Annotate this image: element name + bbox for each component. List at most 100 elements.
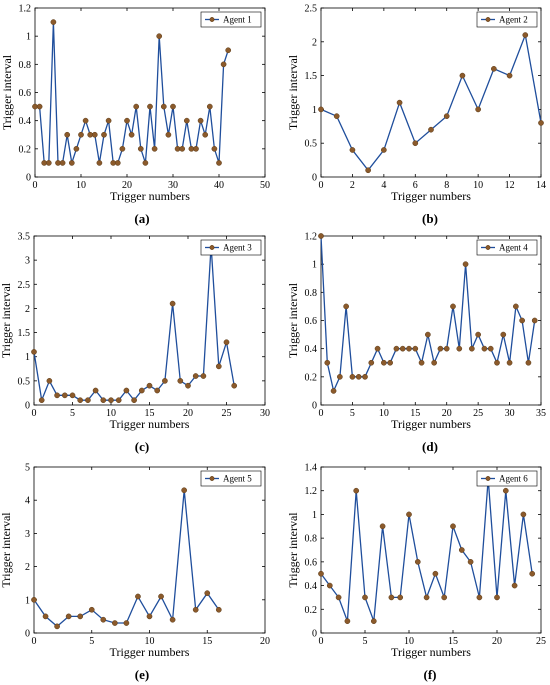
data-point xyxy=(324,359,331,366)
data-point xyxy=(318,233,324,239)
data-point xyxy=(481,345,488,352)
legend-label: Agent 2 xyxy=(499,15,528,25)
legend-label: Agent 5 xyxy=(223,474,252,484)
y-tick-label: 0 xyxy=(312,401,317,412)
legend-label: Agent 1 xyxy=(223,15,252,25)
data-point xyxy=(105,117,112,124)
y-axis-label: Trigger interval xyxy=(286,282,300,358)
y-tick-label: 3 xyxy=(25,529,30,540)
data-point xyxy=(428,126,434,133)
legend: Agent 6 xyxy=(476,470,538,487)
data-point xyxy=(231,382,238,389)
y-tick-label: 0.2 xyxy=(305,372,318,383)
data-point xyxy=(450,303,456,310)
x-tick-label: 10 xyxy=(76,180,86,191)
data-point xyxy=(529,570,536,577)
x-tick-label: 6 xyxy=(413,180,418,191)
legend-box xyxy=(200,11,262,28)
data-point xyxy=(128,131,135,138)
data-point xyxy=(197,117,204,124)
x-tick-label: 30 xyxy=(260,408,270,419)
data-point xyxy=(443,113,450,120)
data-point xyxy=(215,606,222,613)
x-tick-label: 5 xyxy=(350,408,355,419)
data-point xyxy=(114,160,121,166)
data-point xyxy=(73,145,80,152)
data-point xyxy=(169,300,176,307)
y-tick-label: 2.5 xyxy=(18,280,31,291)
x-tick-label: 10 xyxy=(106,408,116,419)
data-point xyxy=(162,378,168,384)
y-tick-label: 0 xyxy=(25,629,30,640)
x-tick-label: 4 xyxy=(381,180,386,191)
y-tick-label: 0.6 xyxy=(305,557,318,568)
y-tick-label: 0.4 xyxy=(305,344,318,355)
data-point xyxy=(335,594,342,601)
x-tick-label: 20 xyxy=(183,408,193,419)
data-point xyxy=(69,392,76,399)
data-point xyxy=(522,32,529,38)
y-tick-label: 1 xyxy=(25,352,30,363)
y-tick-label: 0 xyxy=(26,173,31,184)
data-point xyxy=(77,613,84,620)
data-point xyxy=(156,33,163,40)
y-tick-label: 0.5 xyxy=(18,376,31,387)
data-point xyxy=(123,620,130,626)
x-tick-label: 2 xyxy=(350,180,355,191)
x-tick-label: 25 xyxy=(536,636,546,647)
data-point xyxy=(88,606,95,613)
data-point xyxy=(412,140,419,147)
legend-box xyxy=(476,470,538,487)
data-point xyxy=(513,303,519,310)
data-point xyxy=(137,145,144,152)
x-axis-label: Trigger numbers xyxy=(110,417,190,431)
y-tick-label: 0.2 xyxy=(19,144,32,155)
x-tick-label: 0 xyxy=(319,180,324,191)
y-tick-label: 0.2 xyxy=(305,605,318,616)
data-point xyxy=(502,487,509,494)
data-point xyxy=(158,593,164,600)
data-point xyxy=(38,397,45,404)
legend-marker-swatch xyxy=(209,17,215,22)
legend-marker-swatch xyxy=(209,476,215,481)
x-tick-label: 8 xyxy=(444,180,449,191)
x-tick-label: 25 xyxy=(222,408,232,419)
y-axis-label: Trigger interval xyxy=(286,512,300,588)
legend-marker-swatch xyxy=(485,17,491,22)
data-point xyxy=(202,131,209,138)
data-point xyxy=(206,103,213,110)
x-tick-label: 0 xyxy=(32,408,37,419)
data-point xyxy=(476,594,483,601)
data-point xyxy=(368,359,375,366)
data-point xyxy=(418,359,425,366)
data-point xyxy=(406,345,412,352)
data-point xyxy=(31,349,37,355)
data-point xyxy=(520,511,527,518)
data-point xyxy=(467,559,474,565)
y-tick-label: 0.8 xyxy=(305,534,318,545)
data-point xyxy=(133,103,140,110)
legend-box xyxy=(476,11,538,28)
x-axis-label: Trigger numbers xyxy=(391,417,471,431)
data-point xyxy=(362,594,368,601)
data-point xyxy=(204,590,211,597)
data-point xyxy=(511,582,518,589)
x-tick-label: 20 xyxy=(260,636,270,647)
data-point xyxy=(177,378,184,384)
x-tick-label: 0 xyxy=(319,408,324,419)
x-tick-label: 15 xyxy=(202,636,212,647)
data-point xyxy=(399,345,406,352)
data-point xyxy=(151,145,158,152)
x-tick-label: 5 xyxy=(363,636,368,647)
data-point xyxy=(397,594,404,601)
data-point xyxy=(124,117,130,124)
plot-frame xyxy=(33,466,266,634)
data-point xyxy=(192,606,199,613)
data-point xyxy=(491,65,497,72)
data-point xyxy=(169,616,176,623)
data-point xyxy=(500,331,507,338)
plot-frame xyxy=(33,235,266,406)
data-point xyxy=(462,261,469,268)
y-tick-label: 1.2 xyxy=(305,232,318,243)
